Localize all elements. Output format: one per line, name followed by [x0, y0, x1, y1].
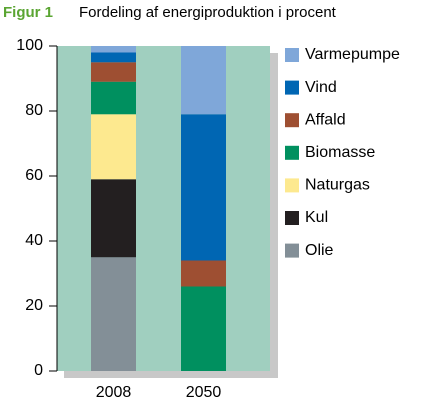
legend-label: Olie — [305, 242, 334, 259]
plot-area — [57, 46, 270, 371]
bar-segment — [91, 257, 136, 371]
x-tick-label: 2050 — [186, 384, 222, 401]
bar-segment — [91, 46, 136, 53]
y-tick-label: 100 — [16, 37, 43, 54]
chart-title: Fordeling af energiproduktion i procent — [79, 4, 337, 21]
bar-segment — [91, 52, 136, 63]
legend-label: Vind — [305, 79, 337, 96]
legend-swatch — [285, 48, 299, 62]
y-tick-label: 40 — [25, 232, 43, 249]
legend-label: Affald — [305, 111, 346, 128]
legend-label: Varmepumpe — [305, 46, 400, 63]
bar-segment — [181, 286, 226, 371]
legend-swatch — [285, 80, 299, 95]
bar-segment — [91, 81, 136, 115]
bar-segment — [181, 46, 226, 115]
legend-label: Biomasse — [305, 144, 375, 161]
bar-segment — [181, 260, 226, 287]
y-tick-label: 80 — [25, 102, 43, 119]
x-tick-label: 2008 — [96, 384, 132, 401]
bar-segment — [181, 114, 226, 261]
legend-label: Naturgas — [305, 177, 370, 194]
legend-swatch — [285, 243, 299, 258]
figure-label: Figur 1 — [3, 4, 53, 21]
legend-label: Kul — [305, 209, 328, 226]
legend-swatch — [285, 178, 299, 193]
y-tick-label: 60 — [25, 167, 43, 184]
y-tick-label: 20 — [25, 297, 43, 314]
bar-segment — [91, 62, 136, 82]
y-tick-label: 0 — [34, 362, 43, 379]
bar-segment — [91, 179, 136, 258]
bar-segment — [91, 114, 136, 180]
legend-swatch — [285, 113, 299, 128]
legend-swatch — [285, 145, 299, 160]
legend-swatch — [285, 211, 299, 225]
